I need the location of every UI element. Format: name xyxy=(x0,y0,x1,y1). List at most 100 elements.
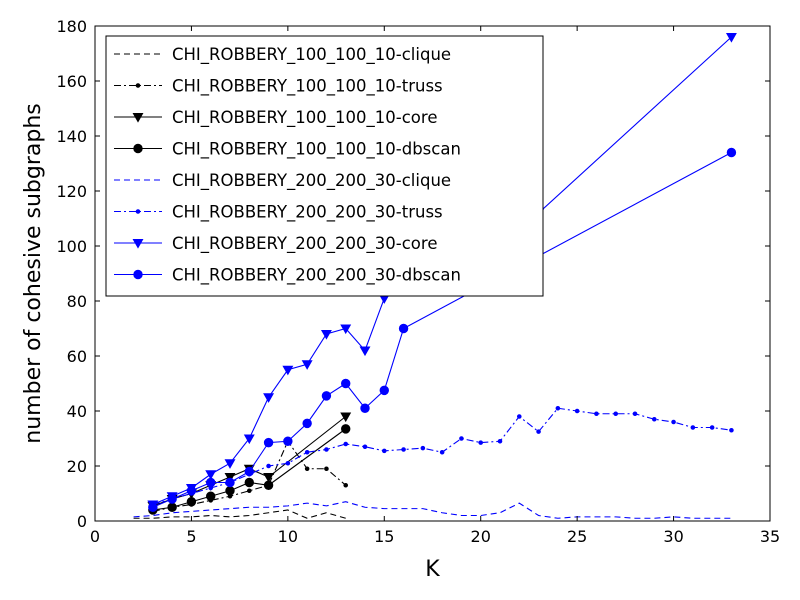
y-axis-title: number of cohesive subgraphs xyxy=(21,103,46,443)
y-tick-label: 0 xyxy=(77,512,87,531)
point xyxy=(224,473,236,483)
point xyxy=(574,408,580,414)
legend-item: CHI_ROBBERY_100_100_10-core xyxy=(114,108,437,128)
point xyxy=(132,239,144,249)
x-tick-label: 15 xyxy=(374,527,394,546)
point xyxy=(362,444,368,450)
legend-label: CHI_ROBBERY_100_100_10-core xyxy=(172,108,437,128)
y-tick-label: 180 xyxy=(56,17,87,36)
point xyxy=(321,391,332,401)
series-line xyxy=(133,501,732,519)
point xyxy=(243,434,255,445)
point xyxy=(497,438,503,444)
point xyxy=(244,477,254,488)
y-tick-label: 40 xyxy=(67,402,87,421)
point xyxy=(206,491,216,501)
point xyxy=(205,470,217,480)
series-line xyxy=(152,440,347,512)
point xyxy=(263,480,274,490)
point xyxy=(379,385,389,396)
legend-item: CHI_ROBBERY_100_100_10-dbscan xyxy=(114,140,461,160)
point xyxy=(167,502,177,512)
point xyxy=(266,463,271,469)
y-tick-label: 100 xyxy=(56,237,87,256)
point xyxy=(536,429,541,434)
legend-item: CHI_ROBBERY_200_200_30-dbscan xyxy=(114,266,461,286)
point xyxy=(439,449,445,455)
series xyxy=(148,424,351,515)
legend-label: CHI_ROBBERY_100_100_10-dbscan xyxy=(172,140,461,160)
y-tick-label: 20 xyxy=(67,457,87,476)
point xyxy=(225,486,235,496)
point xyxy=(341,424,351,434)
point xyxy=(263,393,275,403)
legend-label: CHI_ROBBERY_100_100_10-clique xyxy=(172,45,451,65)
legend: CHI_ROBBERY_100_100_10-clique CHI_ROBBERY… xyxy=(105,35,544,297)
y-tick-label: 80 xyxy=(67,292,87,311)
point xyxy=(282,365,294,376)
x-tick-label: 20 xyxy=(471,527,491,546)
point xyxy=(301,360,313,370)
x-tick-label: 30 xyxy=(663,527,683,546)
point xyxy=(594,411,599,417)
point xyxy=(304,449,310,455)
legend-label: CHI_ROBBERY_200_200_30-truss xyxy=(172,203,443,223)
series xyxy=(148,147,737,512)
y-tick-label: 160 xyxy=(56,72,87,91)
x-tick-label: 0 xyxy=(90,527,100,546)
point xyxy=(340,412,352,423)
point xyxy=(133,269,143,280)
legend-label: CHI_ROBBERY_100_100_10-truss xyxy=(172,77,443,97)
point xyxy=(302,418,312,429)
point xyxy=(690,425,696,430)
point xyxy=(729,427,734,433)
series-line xyxy=(152,407,732,506)
legend-box xyxy=(105,35,544,297)
point xyxy=(263,473,275,483)
point xyxy=(360,403,370,413)
y-tick-label: 60 xyxy=(67,347,87,366)
point xyxy=(459,436,464,441)
legend-item: CHI_ROBBERY_200_200_30-clique xyxy=(114,171,451,191)
point xyxy=(186,497,197,507)
point xyxy=(135,83,141,88)
point xyxy=(225,477,235,488)
point xyxy=(167,494,177,504)
point xyxy=(516,414,522,419)
point xyxy=(398,323,409,334)
point xyxy=(555,405,561,411)
point xyxy=(401,447,406,452)
point xyxy=(132,113,144,123)
point xyxy=(133,143,143,154)
plot-area xyxy=(133,33,737,519)
legend-item: CHI_ROBBERY_200_200_30-truss xyxy=(114,203,443,223)
point xyxy=(304,466,310,472)
axes-frame xyxy=(94,25,771,522)
point xyxy=(340,324,352,335)
point xyxy=(206,477,216,488)
point xyxy=(343,482,349,488)
point xyxy=(341,378,351,389)
point xyxy=(148,502,158,512)
point xyxy=(320,330,332,340)
point xyxy=(709,425,715,430)
point xyxy=(651,416,657,422)
x-tick-label: 10 xyxy=(278,527,298,546)
point xyxy=(285,460,291,466)
point xyxy=(726,147,737,158)
point xyxy=(478,440,484,445)
point xyxy=(613,411,619,417)
point xyxy=(186,486,197,496)
point xyxy=(324,466,329,472)
point xyxy=(420,445,426,451)
legend-label: CHI_ROBBERY_200_200_30-clique xyxy=(172,171,451,191)
point xyxy=(246,488,252,494)
series xyxy=(133,501,732,519)
point xyxy=(283,436,293,446)
point xyxy=(343,441,349,447)
series-line xyxy=(133,509,346,519)
point xyxy=(671,419,676,425)
legend-item: CHI_ROBBERY_100_100_10-clique xyxy=(114,45,451,65)
point xyxy=(381,448,387,454)
